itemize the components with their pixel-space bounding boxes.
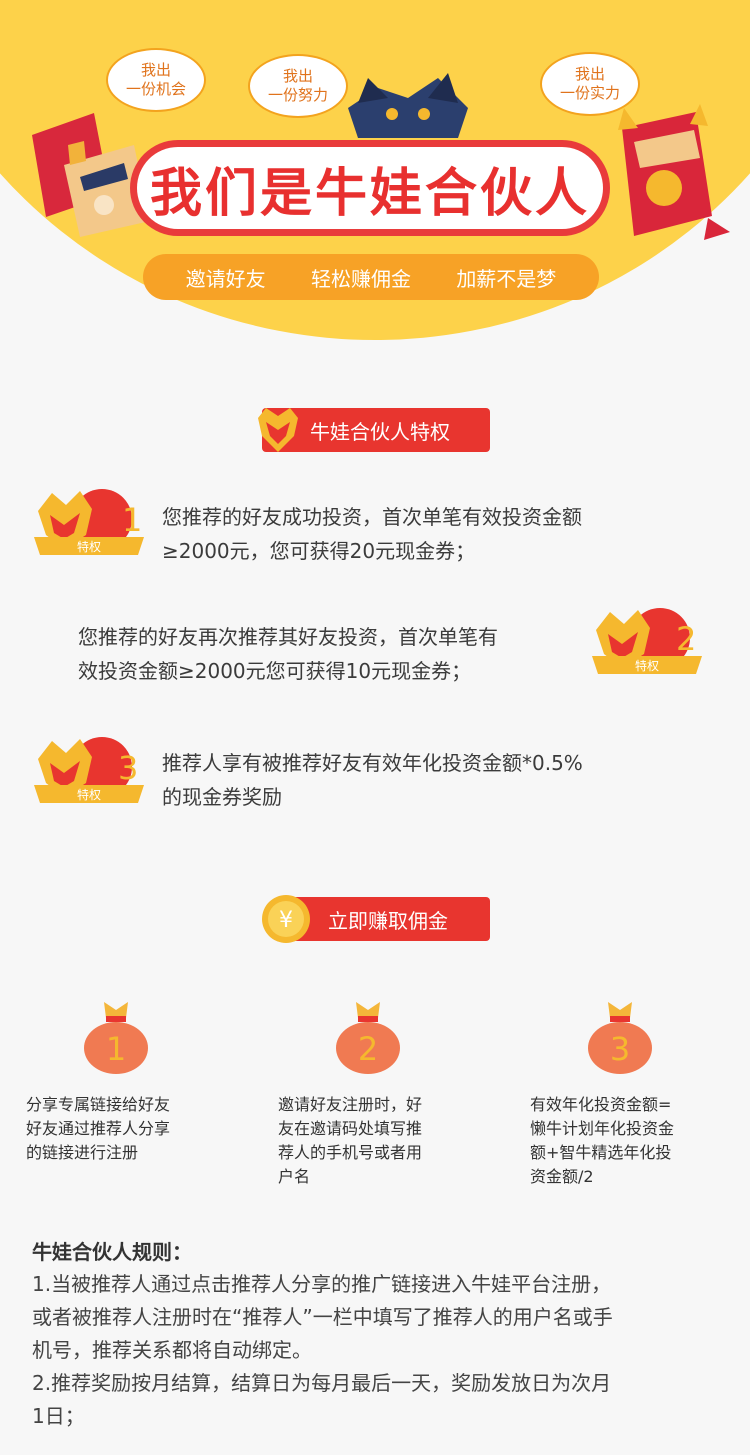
step-number-3: 3 [610, 1030, 630, 1068]
privilege-badge-3: 3 特权 [34, 737, 144, 803]
step-1-line-2: 好友通过推荐人分享 [26, 1119, 171, 1138]
rules-line-3: 机号，推荐关系都将自动绑定。 [32, 1338, 312, 1362]
rules-line-2: 或者被推荐人注册时在“推荐人”一栏中填写了推荐人的用户名或手 [32, 1305, 613, 1329]
step-3-line-1: 有效年化投资金额= [530, 1095, 672, 1114]
privilege-text-1a: 您推荐的好友成功投资，首次单笔有效投资金额 [162, 505, 582, 529]
rules-line-5: 1日； [32, 1404, 85, 1428]
mascot-center-illustration [348, 73, 468, 138]
tagline-invite: 邀请好友 [185, 266, 266, 291]
money-bag-icon-3: 3 [588, 1002, 652, 1074]
speech-bubble-strength: 我出 一份实力 [540, 52, 640, 116]
step-2-line-2: 友在邀请码处填写推 [278, 1119, 423, 1138]
step-number-1: 1 [106, 1030, 126, 1068]
tagline-bar: 邀请好友 轻松赚佣金 加薪不是梦 [143, 254, 599, 300]
mascot-left-illustration [32, 113, 150, 237]
privilege-item-3: 推荐人享有被推荐好友有效年化投资金额*0.5% 的现金券奖励 [162, 746, 702, 814]
privilege-text-2b: 效投资金额≥2000元您可获得10元现金券； [78, 659, 472, 683]
earn-section-header: 立即赚取佣金 [284, 897, 490, 941]
privilege-item-1: 您推荐的好友成功投资，首次单笔有效投资金额 ≥2000元，您可获得20元现金券； [162, 500, 702, 568]
privilege-number-3: 3 [118, 749, 138, 787]
step-1-line-1: 分享专属链接给好友 [26, 1095, 171, 1114]
privilege-text-2a: 您推荐的好友再次推荐其好友投资，首次单笔有 [78, 625, 498, 649]
privilege-item-2: 您推荐的好友再次推荐其好友投资，首次单笔有 效投资金额≥2000元您可获得10元… [78, 620, 598, 688]
privilege-badge-label-1: 特权 [77, 539, 101, 554]
earn-section-title: 立即赚取佣金 [328, 908, 448, 933]
rules-body: 1.当被推荐人通过点击推荐人分享的推广链接进入牛娃平台注册， 或者被推荐人注册时… [32, 1268, 732, 1433]
speech-bubble-opportunity: 我出 一份机会 [106, 48, 206, 112]
step-3-line-2: 懒牛计划年化投资金 [530, 1119, 675, 1138]
step-number-2: 2 [358, 1030, 378, 1068]
mascot-right-illustration [618, 104, 730, 240]
step-2-line-3: 荐人的手机号或者用 [278, 1143, 423, 1162]
step-3-line-4: 资金额/2 [530, 1167, 594, 1186]
privilege-text-3b: 的现金券奖励 [162, 785, 282, 809]
privileges-section-title: 牛娃合伙人特权 [310, 419, 450, 444]
step-2-line-4: 户名 [278, 1167, 311, 1186]
privilege-badge-2: 2 特权 [592, 608, 702, 674]
rules-line-1: 1.当被推荐人通过点击推荐人分享的推广链接进入牛娃平台注册， [32, 1272, 612, 1296]
hero-title: 我们是牛娃合伙人 [137, 147, 603, 229]
yuan-symbol: ¥ [279, 908, 293, 933]
money-bag-icon-2: 2 [336, 1002, 400, 1074]
privilege-text-1b: ≥2000元，您可获得20元现金券； [162, 539, 476, 563]
privilege-number-1: 1 [122, 501, 142, 539]
money-bag-icon-1: 1 [84, 1002, 148, 1074]
step-3-line-3: 额+智牛精选年化投 [530, 1143, 672, 1162]
step-description-3: 有效年化投资金额= 懒牛计划年化投资金 额+智牛精选年化投 资金额/2 [530, 1093, 730, 1189]
yuan-coin-icon: ¥ [262, 895, 310, 943]
step-description-1: 分享专属链接给好友 好友通过推荐人分享 的链接进行注册 [26, 1093, 226, 1165]
privilege-badge-label-3: 特权 [77, 787, 101, 802]
step-description-2: 邀请好友注册时，好 友在邀请码处填写推 荐人的手机号或者用 户名 [278, 1093, 478, 1189]
rules-line-4: 2.推荐奖励按月结算，结算日为每月最后一天，奖励发放日为次月 [32, 1371, 612, 1395]
step-2-line-1: 邀请好友注册时，好 [278, 1095, 423, 1114]
crown-shield-icon [258, 408, 298, 452]
speech-bubble-effort: 我出 一份努力 [248, 54, 348, 118]
step-1-line-3: 的链接进行注册 [26, 1143, 139, 1162]
tagline-commission: 轻松赚佣金 [310, 266, 411, 291]
privileges-section-header: 牛娃合伙人特权 [262, 408, 490, 452]
privilege-badge-1: 1 特权 [34, 489, 144, 555]
tagline-raise: 加薪不是梦 [456, 266, 557, 291]
privilege-number-2: 2 [676, 620, 696, 658]
privilege-text-3a: 推荐人享有被推荐好友有效年化投资金额*0.5% [162, 751, 583, 775]
privilege-badge-label-2: 特权 [635, 658, 659, 673]
rules-title: 牛娃合伙人规则： [32, 1240, 192, 1264]
